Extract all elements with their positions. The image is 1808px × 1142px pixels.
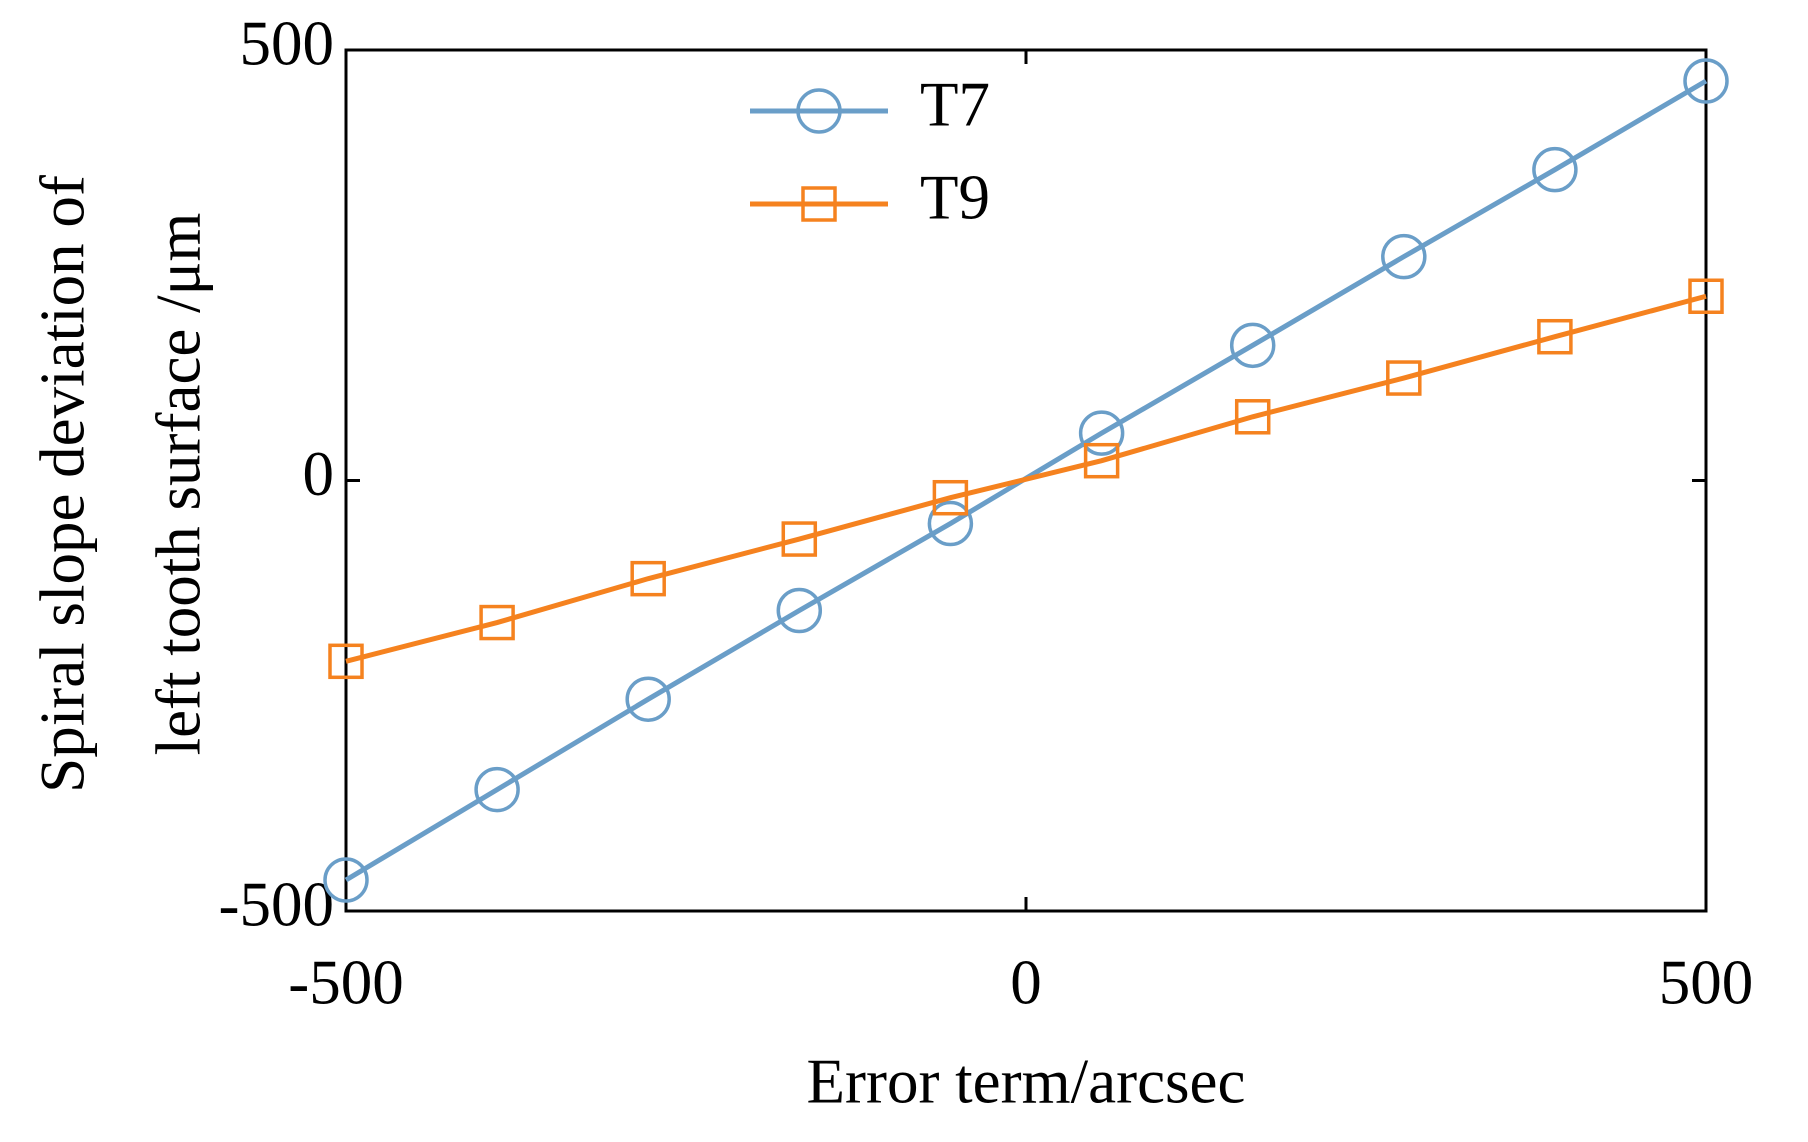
legend-label: T9 [920,162,990,232]
y-tick-label: 0 [303,439,335,509]
x-tick-label: 0 [1010,947,1042,1017]
x-tick-label: -500 [288,947,403,1017]
marker [625,676,671,722]
marker [1688,278,1724,314]
legend-label: T7 [920,69,990,139]
marker [781,521,818,557]
marker [474,766,520,813]
marker [1532,146,1578,193]
x-tick-label: 500 [1659,947,1754,1017]
marker [1386,360,1422,396]
marker [630,560,666,597]
marker [1078,410,1125,456]
x-axis-label: Error term/arcsec [807,1046,1246,1116]
legend-marker [801,186,837,222]
marker [932,479,969,516]
plot-frame [344,48,1708,913]
marker [328,643,364,680]
y-axis-label: left tooth surface /μm [143,213,213,756]
marker [323,857,369,903]
marker [1234,399,1271,435]
marker [1683,58,1729,104]
marker [1229,322,1276,369]
marker [1381,233,1427,280]
y-tick-label: -500 [219,869,334,939]
marker [1083,442,1120,479]
series-line [345,293,1707,664]
marker [479,604,515,641]
legend-marker [796,88,842,134]
y-axis-label: Spiral slope deviation of [27,175,97,793]
y-tick-label: 500 [240,8,335,78]
marker [1537,318,1573,355]
marker [927,500,974,547]
marker [776,587,823,634]
